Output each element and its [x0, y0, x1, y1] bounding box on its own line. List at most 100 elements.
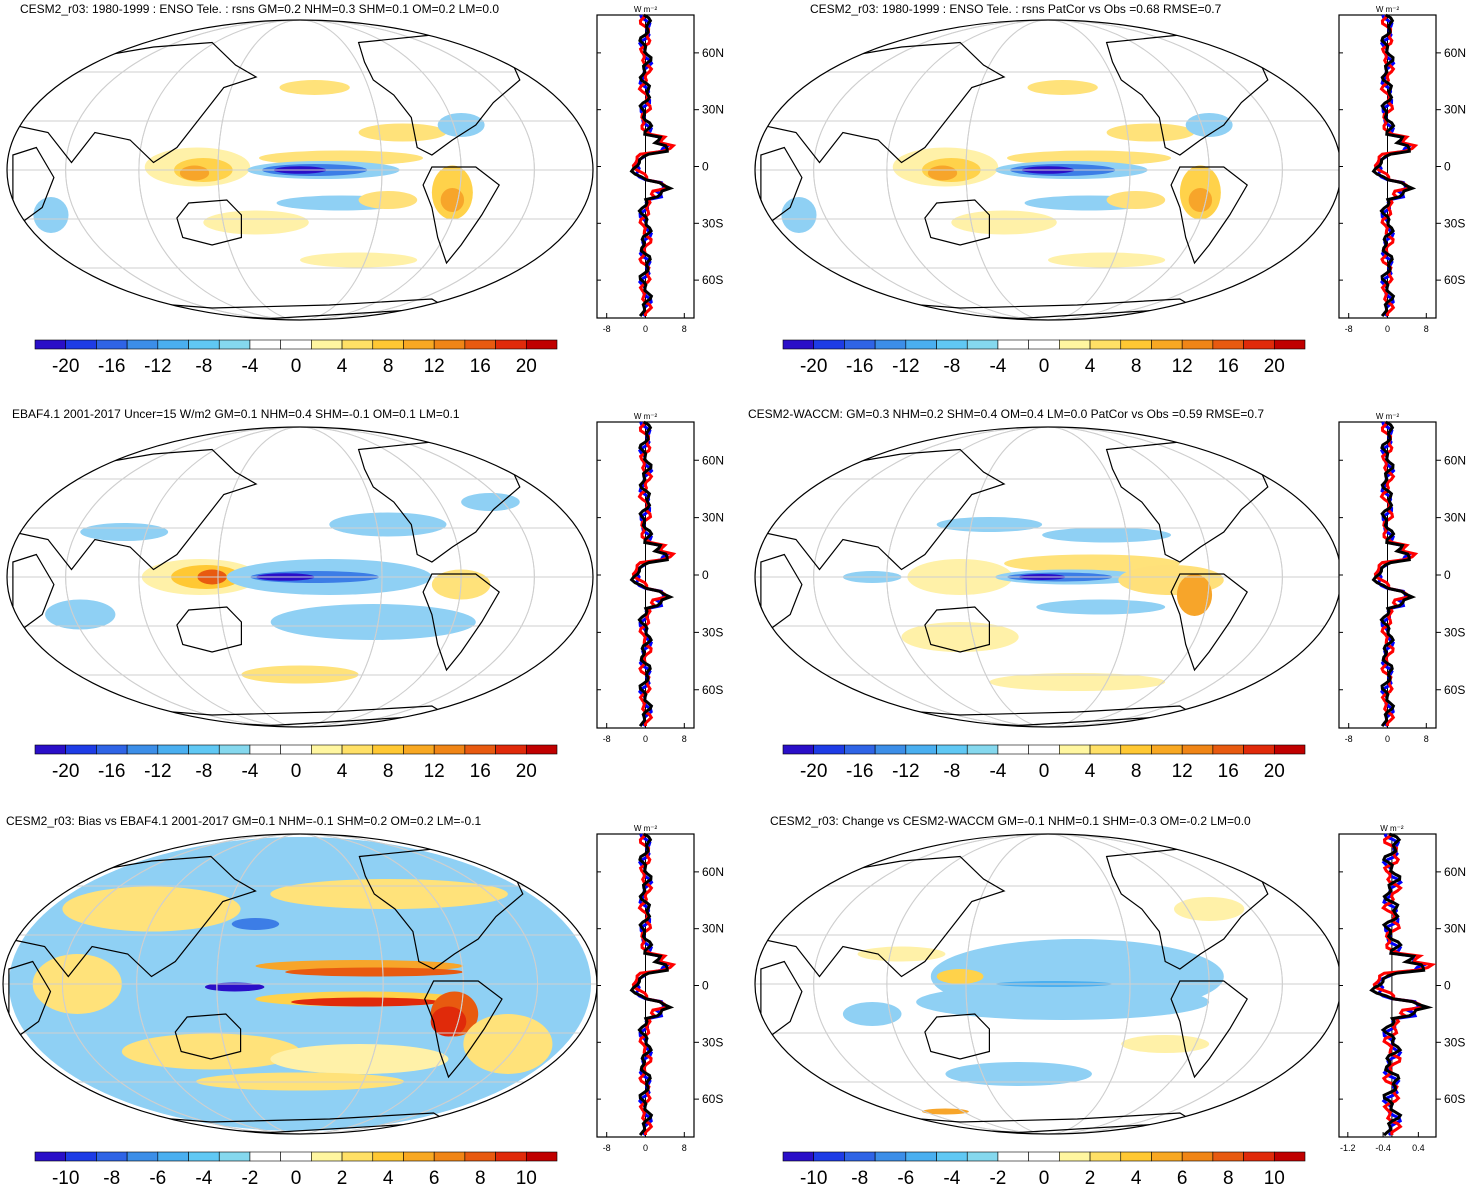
graticule	[3, 834, 597, 1134]
colorbar-label: 12	[1172, 356, 1193, 377]
black-series-line	[629, 420, 675, 728]
colorbar-label: 20	[516, 761, 537, 782]
colorbar-cell	[1028, 339, 1060, 350]
meridian-line	[136, 834, 464, 1134]
colorbar-cell	[905, 1151, 937, 1162]
colorbar-cell	[311, 339, 343, 350]
lat-label: 0	[702, 160, 709, 174]
lat-label: 30N	[702, 922, 724, 936]
colorbar-label: -20	[52, 356, 79, 377]
colorbar-cell	[96, 339, 128, 350]
lat-label: 60S	[1444, 683, 1465, 697]
colorbar-cell	[844, 1151, 876, 1162]
panel-5: CESM2_r03: Bias vs EBAF4.1 2001-2017 GM=…	[0, 812, 740, 1187]
coastline	[1170, 166, 1248, 265]
colorbar: -10 -8 -6 -4 -2 0 2 4 6 8 10	[34, 1151, 558, 1187]
colorbar-label: -2	[241, 1168, 258, 1187]
colorbar: -20 -16 -12 -8 -4 0 4 8 12 16 20	[34, 339, 558, 377]
coastline	[8, 855, 257, 978]
colorbar-cell	[1243, 1151, 1275, 1162]
anomaly-region	[1036, 599, 1166, 615]
colorbar-cell	[126, 744, 159, 755]
colorbar-cell	[905, 339, 937, 350]
colorbar-cell	[1151, 1151, 1183, 1162]
meridian-line	[138, 20, 462, 320]
lat-label: 30N	[1444, 511, 1466, 525]
colorbar-cell	[65, 1151, 97, 1162]
anomaly-region	[927, 165, 958, 181]
colorbar-label: 0	[291, 1168, 302, 1187]
anomaly-region	[291, 997, 440, 1007]
coastline	[760, 41, 1006, 164]
colorbar-label: 0	[1039, 1168, 1050, 1187]
lat-label: 60S	[1444, 1092, 1465, 1106]
x-tick-label: 0	[1385, 324, 1390, 334]
colorbar-label: 4	[337, 356, 348, 377]
anomaly-region	[279, 80, 350, 95]
colorbar-label: -6	[897, 1168, 914, 1187]
lat-label: 0	[1444, 979, 1451, 993]
colorbar-label: 16	[470, 761, 491, 782]
colorbar-cell	[280, 339, 312, 350]
anomaly-region	[842, 1002, 902, 1026]
x-tick-label: 8	[1424, 734, 1429, 744]
coastline	[924, 606, 990, 653]
colorbar-cell	[997, 1151, 1029, 1162]
map-field	[755, 834, 1341, 1134]
anomaly-region	[300, 252, 418, 268]
anomaly-region	[121, 1033, 301, 1070]
colorbar-label: 10	[1264, 1168, 1285, 1187]
meridian-line	[217, 427, 383, 727]
meridian-line	[65, 20, 535, 320]
lat-label: 0	[702, 568, 709, 582]
panel-svg: W m⁻² 60N 30N 0 30S 60S -8 0 8 -20 -16 -12 -8 -4 0 4 8 12…	[754, 5, 1466, 377]
lat-label: 30N	[702, 511, 724, 525]
anomaly-region	[203, 210, 309, 235]
colorbar-label: 8	[475, 1168, 486, 1187]
colorbar-label: 8	[383, 761, 394, 782]
colorbar-label: -12	[892, 356, 919, 377]
graticule	[7, 20, 593, 320]
anomaly-region	[33, 197, 69, 233]
colorbar-cell	[1181, 339, 1214, 350]
black-series-line	[629, 832, 675, 1137]
colorbar-cell	[96, 744, 128, 755]
graticule	[755, 427, 1341, 727]
colorbar-cell	[844, 744, 876, 755]
colorbar-label: 4	[1085, 761, 1096, 782]
profile-unit: W m⁻²	[634, 824, 658, 833]
colorbar-label: -20	[800, 761, 827, 782]
coastline	[760, 448, 1006, 571]
panel-svg: W m⁻² 60N 30N 0 30S 60S -1.2 -0.4 0.4 -10 -8 -6 -4 -2…	[754, 824, 1466, 1187]
x-tick-label: 0.4	[1412, 1143, 1425, 1153]
black-series-line	[629, 13, 675, 318]
colorbar-cell	[341, 744, 374, 755]
colorbar-label: -16	[846, 761, 873, 782]
lat-label: 30S	[1444, 1035, 1465, 1049]
panel-title: EBAF4.1 2001-2017 Uncer=15 W/m2 GM=0.1 N…	[12, 407, 460, 421]
colorbar-label: -4	[241, 356, 258, 377]
colorbar-label: -4	[241, 761, 258, 782]
zonal-profile: W m⁻² 60N 30N 0 30S 60S -8 0 8	[596, 5, 724, 334]
lat-label: 60N	[1444, 865, 1466, 879]
colorbar-cell	[1151, 339, 1183, 350]
colorbar-cell	[34, 744, 67, 755]
colorbar-cell	[433, 744, 466, 755]
colorbar-cell	[249, 744, 281, 755]
lat-label: 30S	[1444, 216, 1465, 230]
anomaly-region	[358, 191, 418, 209]
colorbar-cell	[1028, 1151, 1060, 1162]
map-border	[6, 19, 594, 321]
lat-label: 30S	[1444, 625, 1465, 639]
meridian-line	[886, 20, 1210, 320]
colorbar-label: -8	[943, 761, 960, 782]
anomaly-region	[440, 188, 465, 212]
colorbar-label: 10	[516, 1168, 537, 1187]
map-field	[7, 427, 593, 727]
x-tick-label: -1.2	[1340, 1143, 1356, 1153]
anomaly-region	[80, 523, 169, 541]
zonal-profile: W m⁻² 60N 30N 0 30S 60S -8 0 8	[1338, 412, 1466, 744]
meridian-line	[217, 20, 383, 320]
colorbar-cell	[1120, 1151, 1152, 1162]
profile-unit: W m⁻²	[1376, 412, 1400, 421]
